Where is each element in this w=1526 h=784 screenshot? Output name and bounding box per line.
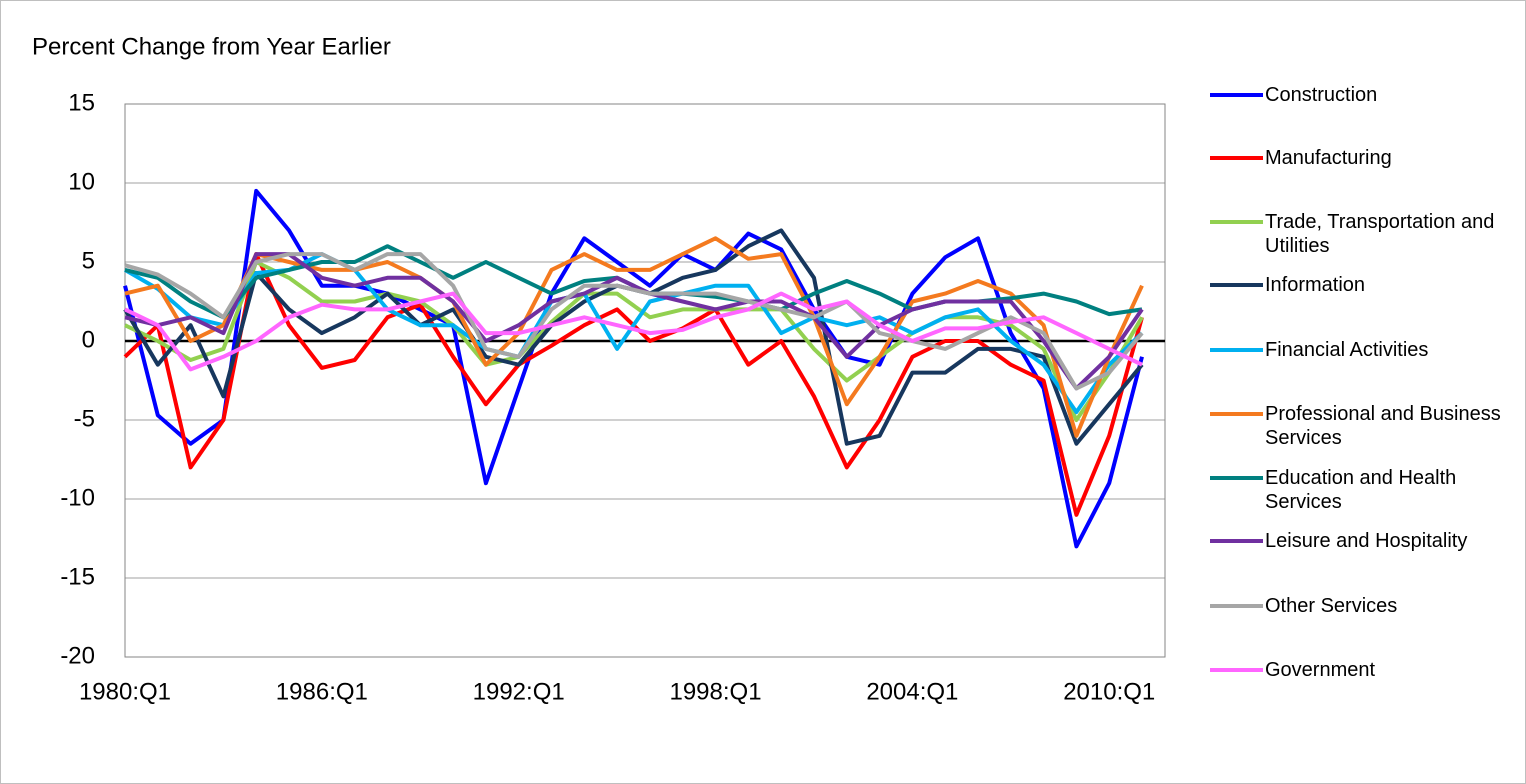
y-tick-label: 10 (68, 168, 95, 195)
series-line (123, 188, 1144, 549)
legend-label: Trade, Transportation and Utilities (1265, 211, 1495, 257)
legend-label: Leisure and Hospitality (1265, 530, 1468, 552)
plot-border (124, 103, 1166, 658)
x-tick-label: 2010:Q1 (1063, 678, 1155, 705)
y-tick-label: -20 (60, 642, 95, 669)
x-tick-label: 1998:Q1 (669, 678, 761, 705)
series-line (124, 252, 1144, 391)
series-line (124, 291, 1143, 372)
y-tick-label: 0 (82, 326, 95, 353)
legend-label: Government (1265, 659, 1376, 681)
series-line (124, 236, 1144, 438)
y-tick-label: -5 (74, 405, 95, 432)
series-line (124, 260, 1144, 422)
y-tick-label: 15 (68, 89, 95, 116)
legend-label: Other Services (1265, 595, 1398, 617)
y-tick-label: 5 (82, 247, 95, 274)
x-tick-label: 1986:Q1 (276, 678, 368, 705)
x-tick-label: 2004:Q1 (866, 678, 958, 705)
legend-label: Education and Health Services (1265, 467, 1457, 513)
chart-title: Percent Change from Year Earlier (32, 33, 391, 60)
series-line (124, 252, 1144, 391)
y-tick-label: -15 (60, 563, 95, 590)
x-tick-label: 1980:Q1 (79, 678, 171, 705)
legend-label: Information (1265, 274, 1366, 296)
legend-label: Professional and Business Services (1265, 403, 1501, 449)
legend-label: Financial Activities (1265, 339, 1429, 361)
legend-label: Manufacturing (1265, 147, 1392, 169)
y-tick-label: -10 (60, 484, 95, 511)
x-tick-label: 1992:Q1 (473, 678, 565, 705)
legend-label: Construction (1265, 84, 1378, 106)
